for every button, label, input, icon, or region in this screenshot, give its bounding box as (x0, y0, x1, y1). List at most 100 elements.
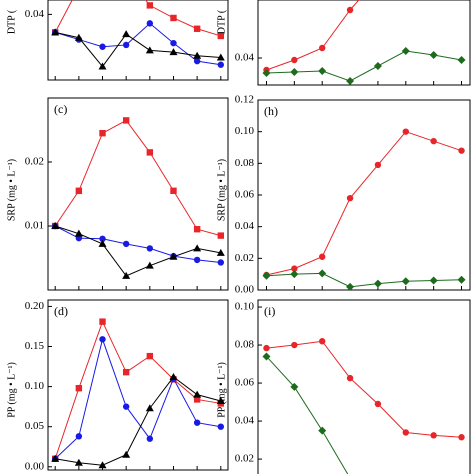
marker (146, 20, 154, 27)
y-tick-label: 0.08 (235, 339, 255, 351)
axes-frame (47, 299, 229, 471)
plot-area (51, 117, 225, 279)
marker (146, 352, 154, 360)
y-tick-label: 0.04 (235, 220, 255, 232)
y-axis-label: PP (mg • L⁻¹) (6, 362, 17, 418)
plot-area (262, 0, 466, 85)
marker (193, 419, 201, 426)
marker (217, 32, 224, 40)
marker (193, 390, 202, 398)
marker (291, 56, 298, 64)
marker (75, 433, 83, 440)
y-tick-label: 0.04 (235, 415, 255, 427)
series-line (266, 272, 462, 288)
y-tick-label: 0.02 (25, 156, 44, 168)
panel-label: (i) (264, 304, 275, 318)
marker (401, 47, 410, 55)
y-tick-label: 0.04 (235, 52, 255, 64)
marker (98, 239, 107, 247)
y-tick-label: 0.06 (235, 377, 255, 389)
series-line (266, 0, 360, 71)
marker (98, 62, 107, 70)
marker (373, 62, 382, 70)
marker (122, 368, 130, 376)
marker (51, 454, 60, 462)
marker (290, 270, 299, 279)
y-tick-label: 0.01 (25, 220, 44, 232)
marker (346, 194, 354, 202)
marker (217, 232, 224, 239)
marker (99, 336, 106, 343)
marker (346, 282, 355, 290)
marker (319, 253, 326, 260)
marker (374, 400, 382, 408)
axes-frame (257, 0, 471, 86)
y-tick-label: 0.08 (235, 157, 255, 169)
series-line (55, 225, 221, 277)
marker (262, 352, 271, 361)
marker (216, 53, 225, 61)
axes-frame (257, 299, 471, 474)
axes-frame (47, 97, 229, 291)
y-tick-label: 0.02 (235, 252, 254, 264)
marker (170, 39, 177, 47)
series-line (266, 356, 349, 474)
series-line (54, 225, 221, 263)
y-tick-label: 0.00 (25, 460, 45, 472)
series-line (55, 31, 221, 68)
marker (75, 187, 83, 194)
marker (169, 48, 178, 56)
marker (346, 77, 355, 85)
marker (318, 426, 327, 435)
marker (402, 128, 409, 135)
marker (122, 117, 130, 124)
marker (457, 275, 466, 284)
axes-frame (257, 99, 471, 291)
marker (346, 6, 354, 14)
y-tick-label: 0.10 (235, 125, 255, 137)
plot-area (51, 318, 225, 469)
marker (262, 271, 271, 280)
marker (74, 33, 83, 41)
marker (457, 56, 466, 64)
marker (169, 372, 178, 380)
marker (146, 149, 154, 156)
marker (146, 245, 154, 252)
marker (193, 226, 201, 233)
marker (402, 429, 409, 436)
marker (193, 51, 202, 59)
marker (99, 130, 106, 137)
y-tick-label: 0.05 (25, 420, 45, 432)
y-axis-label: DTP ( (6, 9, 17, 34)
marker (193, 57, 201, 65)
marker (146, 2, 154, 9)
y-tick-label: 0.12 (235, 94, 254, 106)
marker (291, 265, 298, 272)
marker (145, 261, 154, 269)
marker (99, 43, 106, 50)
marker (74, 458, 83, 466)
marker (193, 256, 201, 264)
marker (290, 382, 299, 391)
series-line (266, 340, 462, 438)
marker (290, 68, 299, 76)
marker (170, 187, 177, 194)
marker (373, 279, 382, 288)
marker (429, 276, 438, 285)
marker (318, 67, 327, 75)
marker (374, 161, 382, 169)
y-tick-label: 0.20 (25, 300, 45, 312)
y-tick-label: 0.02 (235, 453, 254, 465)
panel-label: (h) (264, 104, 278, 118)
marker (263, 344, 270, 352)
marker (291, 341, 298, 349)
marker (319, 338, 326, 345)
panel-label: (d) (54, 304, 68, 318)
marker (145, 404, 154, 412)
series-line (54, 320, 221, 459)
y-tick-label: 0.06 (235, 189, 255, 201)
marker (217, 259, 224, 266)
marker (75, 385, 83, 392)
y-axis-label: PP (mg • L⁻¹) (216, 362, 227, 418)
